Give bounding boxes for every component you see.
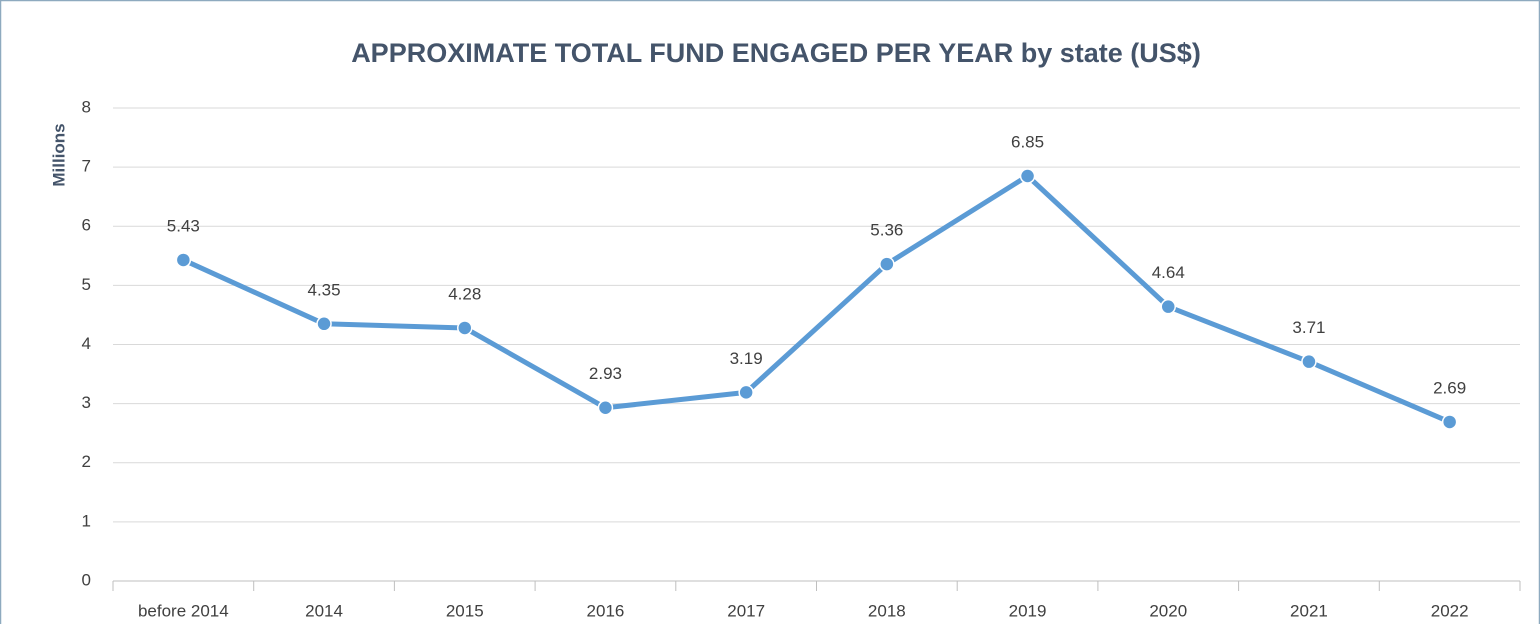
data-point — [1019, 168, 1036, 184]
data-label: 5.43 — [167, 216, 200, 235]
data-point — [1160, 298, 1176, 315]
x-tick-label: 2020 — [1149, 601, 1187, 620]
y-tick-label: 4 — [82, 334, 91, 353]
y-tick-label: 1 — [82, 511, 91, 530]
x-tick-label: 2018 — [868, 601, 906, 620]
data-label: 3.71 — [1292, 318, 1325, 337]
data-point — [1441, 414, 1458, 430]
y-tick-label: 0 — [82, 570, 91, 589]
data-point — [738, 384, 754, 401]
y-tick-label: 2 — [82, 452, 91, 471]
y-tick-label: 5 — [82, 275, 91, 294]
x-tick-label: 2015 — [446, 601, 484, 620]
data-label: 4.35 — [308, 280, 341, 299]
series-line — [182, 173, 1451, 425]
data-point — [175, 252, 192, 268]
data-point — [457, 320, 473, 336]
x-tick-label: 2017 — [727, 601, 765, 620]
data-label: 4.64 — [1152, 263, 1185, 282]
x-tick-label: 2014 — [305, 601, 343, 620]
data-point — [316, 316, 332, 332]
y-tick-label: 8 — [82, 97, 91, 116]
y-tick-label: 3 — [82, 393, 91, 412]
x-tick-label: 2021 — [1290, 601, 1328, 620]
x-tick-label: 2016 — [587, 601, 625, 620]
x-tick-label: 2022 — [1431, 601, 1469, 620]
data-label: 2.69 — [1433, 378, 1466, 397]
data-label: 5.36 — [870, 221, 903, 240]
y-tick-label: 6 — [82, 216, 91, 235]
data-label: 4.28 — [448, 284, 481, 303]
data-point — [597, 400, 614, 416]
y-axis-label: Millions — [49, 123, 68, 186]
data-label: 2.93 — [589, 364, 622, 383]
y-tick-label: 7 — [82, 157, 91, 176]
x-tick-label: 2019 — [1009, 601, 1047, 620]
data-point — [1301, 353, 1317, 370]
chart-title: APPROXIMATE TOTAL FUND ENGAGED PER YEAR … — [351, 38, 1201, 68]
data-label: 6.85 — [1011, 132, 1044, 151]
x-tick-label: before 2014 — [138, 601, 229, 620]
data-label: 3.19 — [730, 349, 763, 368]
data-point — [879, 256, 895, 272]
